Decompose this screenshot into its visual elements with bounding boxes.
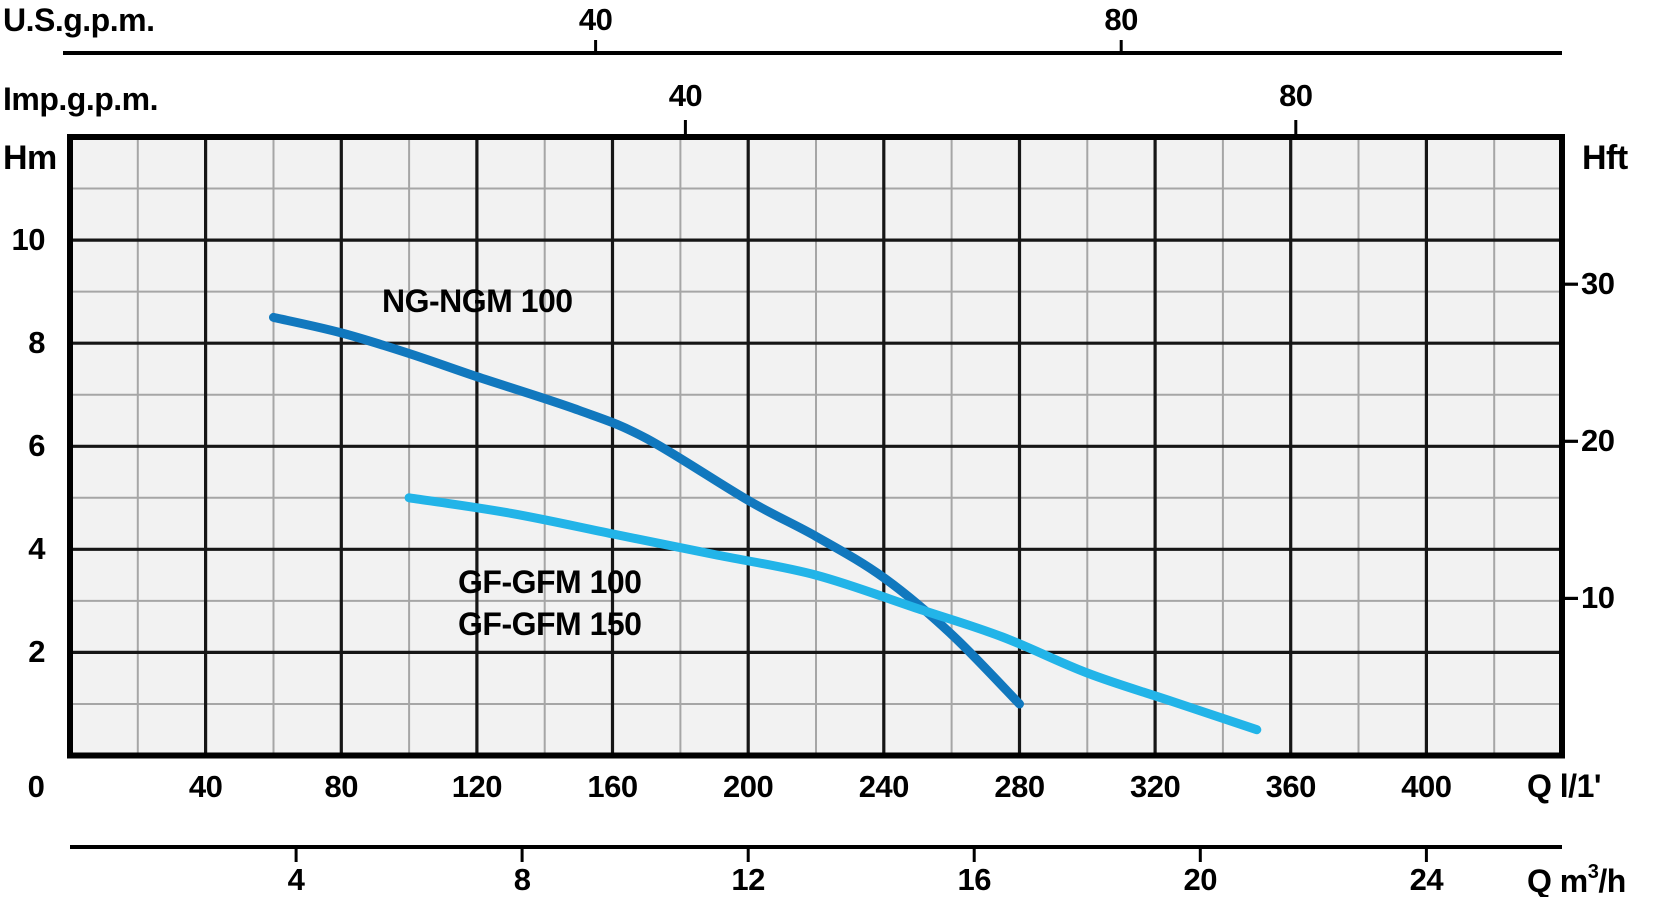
m3h-tick-label: 16 [957, 862, 991, 897]
curve-gf-gfm [404, 493, 1262, 735]
m3h-title-sup: 3 [1587, 861, 1599, 883]
left-axis-title-hm: Hm [3, 139, 57, 177]
flow-axis-title-l1: Q l/1' [1527, 768, 1601, 804]
m3h-tick-label: 12 [731, 862, 765, 897]
curve-label-ng-ngm-100: NG-NGM 100 [382, 283, 573, 319]
flow-l1-tick-label: 120 [451, 769, 503, 804]
m3h-title-prefix: Q m [1527, 863, 1588, 897]
flow-l1-tick-label: 240 [858, 769, 910, 804]
hm-tick-label: 10 [11, 222, 46, 258]
hm-tick-label: 6 [28, 428, 45, 464]
hft-tick-label: 30 [1581, 266, 1615, 302]
curve-label-gf-gfm-150: GF-GFM 150 [458, 606, 642, 642]
m3h-tick-label: 4 [287, 862, 305, 897]
us-gpm-tick-label: 80 [1104, 2, 1138, 37]
hm-tick-label: 8 [28, 325, 45, 361]
hm-tick-label: 2 [28, 634, 45, 670]
curve-ng-ngm [269, 312, 1024, 709]
right-axis-title-hft: Hft [1582, 139, 1628, 177]
flow-l1-tick-label: 40 [188, 769, 223, 804]
hft-tick-label: 10 [1581, 580, 1615, 616]
m3h-tick-label: 8 [513, 862, 531, 897]
curve-label-gf-gfm-100: GF-GFM 100 [458, 564, 642, 600]
flow-l1-tick-label: 280 [994, 769, 1045, 804]
m3h-title-suffix: /h [1598, 863, 1626, 897]
flow-l1-tick-label: 0 [27, 769, 45, 804]
flow-l1-tick-label: 160 [587, 769, 638, 804]
flow-l1-tick-label: 360 [1265, 769, 1317, 804]
us-gpm-axis-title: U.S.g.p.m. [3, 2, 155, 38]
hm-tick-label: 4 [28, 531, 45, 567]
m3h-tick-label: 20 [1183, 862, 1218, 897]
imp-gpm-tick-label: 40 [668, 78, 703, 113]
m3h-tick-label: 24 [1409, 862, 1444, 897]
flow-l1-tick-label: 400 [1401, 769, 1452, 804]
flow-axis-title-m3h: Q m3/h [1527, 861, 1626, 897]
hft-tick-label: 20 [1581, 423, 1615, 459]
plot-frame [67, 134, 1565, 759]
flow-l1-tick-label: 320 [1129, 769, 1181, 804]
flow-l1-tick-label: 200 [723, 769, 774, 804]
us-gpm-tick-label: 40 [578, 2, 613, 37]
flow-l1-tick-label: 80 [324, 769, 359, 804]
imp-gpm-tick-label: 80 [1279, 78, 1313, 113]
imp-gpm-axis-title: Imp.g.p.m. [3, 81, 159, 117]
